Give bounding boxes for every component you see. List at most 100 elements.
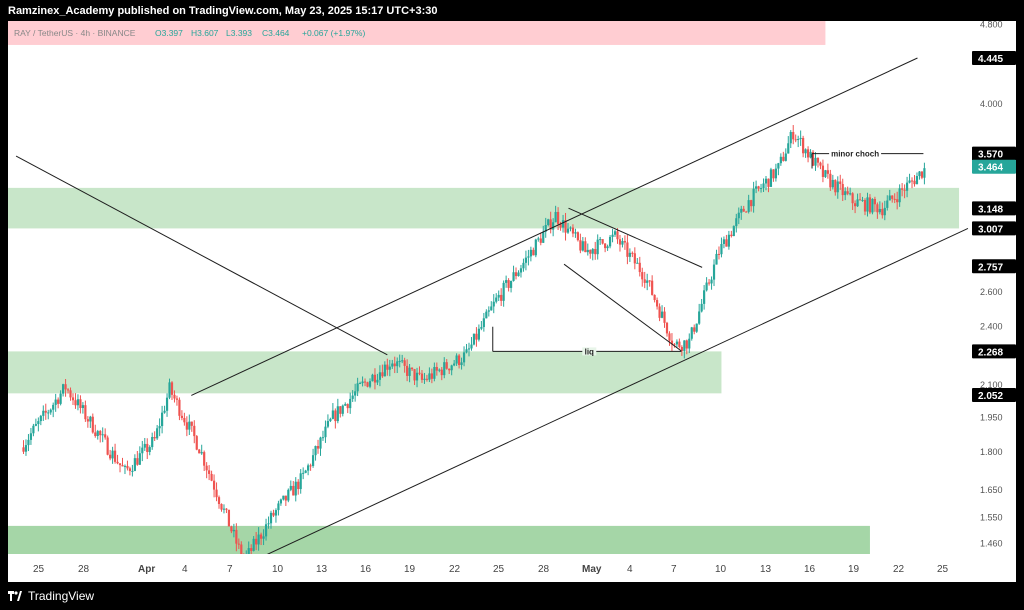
- candle-body: [393, 363, 396, 367]
- candle-body: [398, 360, 401, 362]
- candle-body: [544, 224, 547, 232]
- candle-body: [453, 363, 456, 366]
- candle-body: [262, 536, 265, 539]
- candle-body: [324, 426, 327, 438]
- candle-body: [37, 421, 40, 425]
- candle-body: [272, 512, 275, 516]
- candle-body: [29, 433, 33, 440]
- candle-body: [670, 340, 674, 345]
- candle-body: [368, 381, 372, 387]
- candle-body: [321, 437, 325, 439]
- candle-body: [524, 257, 528, 263]
- candle-body: [232, 529, 235, 532]
- candle-body: [410, 367, 414, 370]
- candle-body: [641, 272, 644, 280]
- price-marker-label: 4.445: [978, 54, 1003, 65]
- candle-body: [54, 399, 57, 405]
- candle-body: [361, 381, 364, 384]
- candle-body: [509, 280, 513, 288]
- candle-body: [386, 364, 389, 370]
- candle-body: [435, 366, 438, 371]
- candle-body: [475, 333, 478, 340]
- candle-body: [821, 165, 825, 177]
- candle-body: [212, 480, 216, 490]
- candle-body: [910, 180, 914, 182]
- candle-body: [806, 149, 810, 158]
- candle-body: [601, 239, 604, 244]
- time-tick-label: 19: [848, 564, 860, 575]
- candle-body: [750, 200, 753, 207]
- candle-body: [542, 231, 545, 243]
- mid-support-zone: [8, 351, 722, 394]
- minor-choch-label-bg: [829, 149, 882, 158]
- chart-frame[interactable]: liq minor choch 4.800 4.000 2.600 2.400 2.100 1…: [8, 21, 1016, 582]
- candle-body: [819, 162, 822, 166]
- candle-body: [789, 131, 792, 144]
- candle-body: [774, 168, 777, 179]
- candle-body: [96, 431, 99, 437]
- candle-body: [799, 137, 802, 139]
- minor-choch-label: minor choch: [831, 150, 879, 159]
- candle-body: [79, 399, 82, 409]
- price-marker-label: 3.007: [978, 224, 1003, 235]
- candle-body: [606, 246, 609, 249]
- tradingview-logo-icon: [8, 591, 22, 601]
- price-marker-bg: [972, 388, 1016, 403]
- candle-body: [287, 489, 290, 501]
- candle-body: [903, 189, 906, 191]
- candle-body: [208, 470, 211, 474]
- candle-body: [636, 262, 639, 264]
- candle-body: [86, 419, 89, 422]
- candle-body: [861, 200, 864, 202]
- candle-body: [420, 373, 424, 380]
- candle-body: [341, 405, 344, 414]
- candle-body: [59, 393, 62, 404]
- current-price-label: 3.464: [978, 163, 1003, 174]
- time-tick-label: 13: [316, 564, 328, 575]
- candle-body: [547, 219, 550, 225]
- candle-body: [376, 379, 379, 383]
- resistance-zone: [8, 187, 960, 229]
- candle-body: [633, 253, 636, 264]
- candle-body: [519, 268, 523, 273]
- time-tick-label: 7: [227, 564, 233, 575]
- candle-body: [643, 279, 646, 283]
- candle-body: [470, 344, 473, 349]
- candle-body: [62, 384, 65, 394]
- candle-body: [685, 340, 688, 349]
- candle-body: [537, 238, 540, 240]
- price-tick-label: 1.650: [980, 485, 1003, 495]
- candle-body: [490, 306, 493, 311]
- candle-body: [651, 280, 654, 295]
- candle-body: [665, 322, 669, 334]
- candle-body: [131, 470, 134, 472]
- candle-body: [690, 327, 693, 339]
- candle-body: [668, 333, 671, 341]
- candle-body: [777, 163, 780, 169]
- candle-body: [854, 203, 857, 207]
- candle-body: [146, 443, 149, 453]
- ohlc-value: L3.393: [226, 28, 252, 38]
- candle-body: [284, 495, 287, 501]
- candle-body: [205, 465, 208, 471]
- candle-body: [81, 405, 84, 409]
- candle-body: [460, 362, 463, 366]
- candle-body: [222, 508, 226, 510]
- candle-body: [552, 222, 555, 230]
- candle-body: [831, 179, 834, 188]
- candle-body: [113, 450, 117, 462]
- candle-body: [118, 463, 122, 466]
- candle-body: [722, 239, 726, 244]
- candle-body: [782, 156, 785, 161]
- candle-body: [571, 227, 575, 234]
- price-chart[interactable]: liq minor choch 4.800 4.000 2.600 2.400 2.100 1…: [8, 21, 1016, 582]
- time-tick-label: 7: [671, 564, 677, 575]
- candle-body: [44, 410, 47, 413]
- candle-body: [309, 465, 312, 467]
- candle-body: [292, 485, 295, 496]
- candle-body: [737, 212, 740, 219]
- candle-body: [363, 381, 367, 383]
- candle-body: [613, 231, 617, 235]
- candle-body: [901, 188, 904, 190]
- symbol-label: RAY / TetherUS · 4h · BINANCE: [14, 28, 136, 38]
